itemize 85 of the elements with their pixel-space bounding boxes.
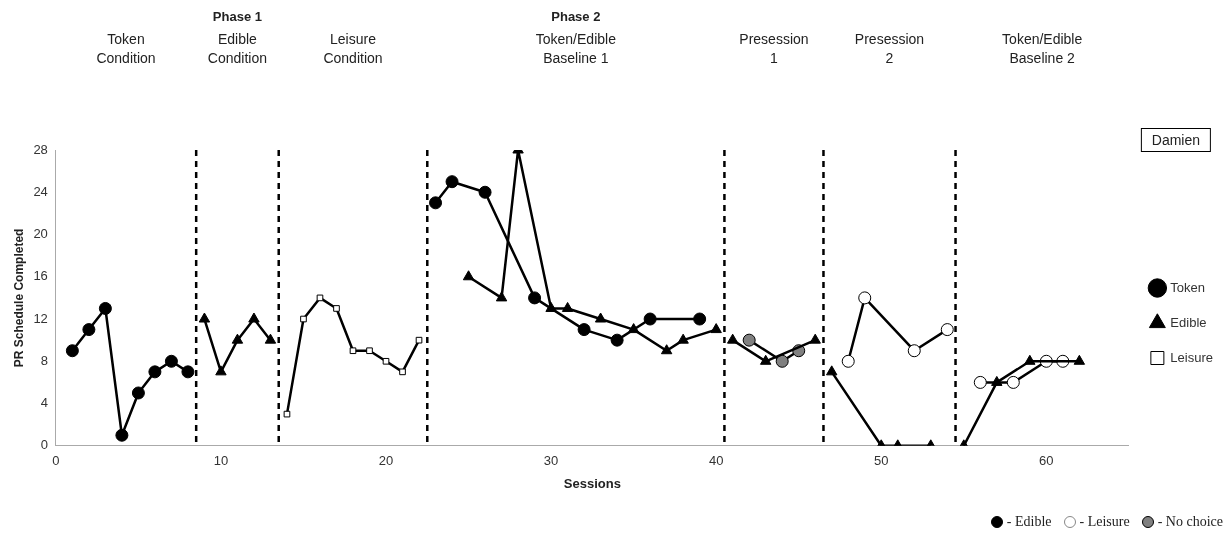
point	[65, 344, 79, 358]
x-axis-title: Sessions	[563, 475, 621, 491]
point	[809, 333, 821, 344]
point	[248, 312, 260, 323]
point	[198, 312, 211, 323]
text: - Edible	[1006, 514, 1052, 530]
point	[973, 375, 987, 389]
x-tick-label: 20	[378, 453, 394, 469]
point	[561, 301, 574, 312]
point	[333, 305, 340, 312]
legend-title: Damien	[1140, 128, 1212, 152]
point	[577, 323, 591, 337]
point	[610, 333, 624, 347]
point	[231, 333, 244, 344]
text: - No choice	[1157, 514, 1223, 530]
y-tick-label: 20	[33, 226, 48, 242]
point	[742, 333, 756, 347]
point	[215, 365, 227, 376]
point	[1024, 354, 1036, 365]
y-tick-label: 4	[40, 395, 48, 411]
y-tick-label: 0	[40, 437, 48, 453]
point	[164, 354, 178, 368]
point	[660, 344, 673, 355]
text: Phase 2	[551, 8, 601, 26]
point	[131, 386, 145, 400]
x-tick-label: 60	[1039, 453, 1054, 469]
point	[415, 336, 423, 344]
point	[760, 354, 772, 365]
point	[429, 196, 443, 210]
text: Token Condition	[96, 30, 156, 68]
text: Presession 1	[739, 30, 809, 68]
y-tick-label: 8	[40, 352, 48, 368]
text: Presession 2	[854, 30, 925, 68]
point	[1073, 354, 1086, 365]
point	[710, 323, 722, 334]
point	[115, 428, 129, 442]
y-tick-label: 16	[33, 268, 48, 284]
point	[283, 410, 291, 418]
point	[82, 323, 96, 337]
y-tick-label: 12	[33, 310, 48, 326]
y-axis-title: PR Schedule Completed	[11, 228, 26, 368]
text: Edible Condition	[207, 30, 268, 68]
point	[991, 375, 1003, 386]
y-tick-label: 28	[33, 141, 48, 157]
text: Phase 1	[212, 8, 263, 26]
point	[181, 365, 195, 379]
legend-label: Leisure	[1170, 349, 1213, 365]
legend-label: Token	[1170, 279, 1206, 295]
point	[366, 347, 373, 355]
text: Token/Edible Baseline 2	[1002, 30, 1083, 68]
x-tick-label: 40	[708, 453, 724, 469]
point	[907, 344, 921, 358]
point	[462, 270, 475, 281]
point	[858, 291, 872, 305]
point	[1006, 375, 1020, 389]
x-tick-label: 10	[213, 453, 229, 469]
text: Token/Edible Baseline 1	[535, 30, 616, 68]
point	[643, 312, 657, 326]
point	[445, 175, 459, 189]
point	[726, 333, 739, 344]
point	[940, 323, 954, 337]
point	[382, 357, 390, 365]
text: - Leisure	[1079, 514, 1130, 530]
point	[349, 347, 357, 355]
x-tick-label: 50	[874, 453, 889, 469]
point	[775, 354, 789, 368]
x-tick-label: 0	[52, 453, 60, 469]
point	[148, 365, 162, 379]
text: Leisure Condition	[323, 30, 383, 68]
point	[98, 301, 112, 315]
y-tick-label: 24	[33, 183, 48, 199]
point	[528, 291, 542, 305]
point	[826, 365, 838, 376]
x-tick-label: 30	[543, 453, 559, 469]
legend-label: Edible	[1170, 314, 1207, 330]
point	[478, 185, 492, 199]
point	[841, 354, 855, 368]
point	[316, 294, 324, 302]
point	[300, 315, 307, 323]
point	[495, 291, 508, 302]
point	[264, 333, 277, 344]
point	[594, 312, 607, 323]
point	[693, 312, 707, 326]
point	[677, 333, 689, 344]
point	[399, 368, 406, 376]
